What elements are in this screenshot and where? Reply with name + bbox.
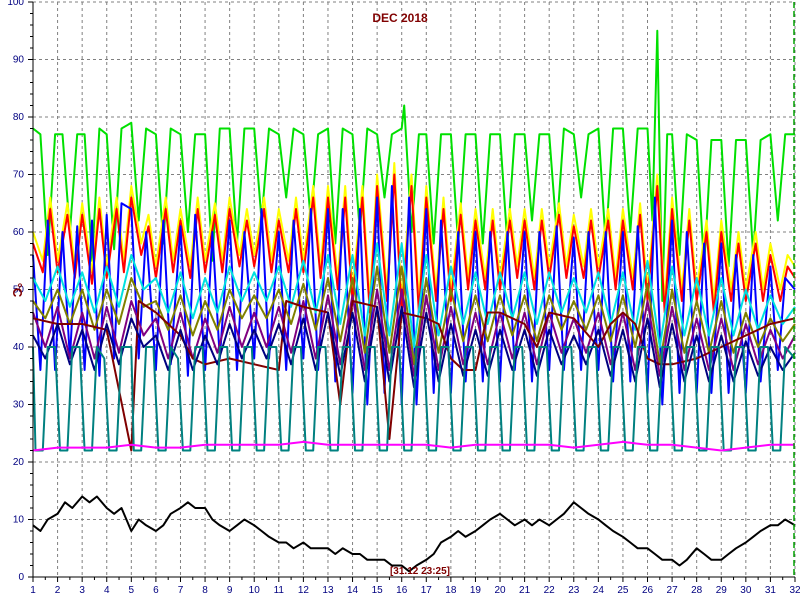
- x-tick-label: 7: [178, 585, 184, 596]
- x-tick-label: 4: [104, 585, 110, 596]
- x-tick-label: 26: [642, 585, 654, 596]
- series-line-6: [32, 265, 796, 366]
- x-tick-label: 3: [79, 585, 85, 596]
- x-tick-label: 28: [691, 585, 703, 596]
- y-tick-label: 30: [13, 400, 25, 411]
- x-tick-label: 32: [789, 585, 800, 596]
- y-tick-label: 70: [13, 170, 25, 181]
- x-tick-label: 10: [249, 585, 261, 596]
- x-tick-label: 2: [55, 585, 61, 596]
- x-tick-label: 9: [227, 585, 233, 596]
- y-tick-label: 20: [13, 457, 25, 468]
- x-tick-label: 8: [202, 585, 208, 596]
- y-tick-label: 40: [13, 342, 25, 353]
- y-tick-label: 0: [18, 572, 24, 583]
- x-tick-label: 11: [274, 585, 285, 596]
- x-tick-label: 21: [519, 585, 531, 596]
- series-line-3: [32, 173, 796, 314]
- x-tick-label: 22: [544, 585, 556, 596]
- series-group: [32, 29, 796, 573]
- x-tick-label: 30: [740, 585, 752, 596]
- x-tick-label: 19: [470, 585, 482, 596]
- y-tick-label: 100: [7, 0, 24, 8]
- tick-labels: 1 2 3 4 5 6 7 8 9 10 11 12 13 14 15 16 17 18 19 20 21 22 23 24 2…: [7, 0, 800, 596]
- y-tick-label: 60: [13, 227, 25, 238]
- y-tick-label: 50: [13, 285, 25, 296]
- series-line-7: [32, 288, 796, 377]
- x-tick-label: 13: [322, 585, 334, 596]
- x-tick-label: 15: [372, 585, 384, 596]
- series-line-12: [32, 495, 796, 573]
- series-line-1: [32, 29, 795, 302]
- x-tick-label: 17: [421, 585, 433, 596]
- x-tick-label: 5: [129, 585, 135, 596]
- x-tick-label: 29: [716, 585, 728, 596]
- x-tick-label: 14: [347, 585, 359, 596]
- x-tick-label: 18: [445, 585, 457, 596]
- y-tick-label: 90: [13, 55, 25, 66]
- axes: [28, 1, 796, 582]
- x-tick-label: 23: [568, 585, 580, 596]
- y-tick-label: 10: [13, 515, 25, 526]
- y-tick-label: 80: [13, 112, 25, 123]
- y-axis-label: °C: [10, 283, 25, 298]
- x-tick-label: 20: [494, 585, 506, 596]
- x-tick-label: 24: [593, 585, 605, 596]
- x-tick-label: 12: [298, 585, 310, 596]
- series-line-11: [32, 440, 795, 452]
- series-line-5: [32, 242, 796, 348]
- x-tick-label: 25: [617, 585, 629, 596]
- x-tick-label: 6: [153, 585, 159, 596]
- x-tick-label: 27: [667, 585, 679, 596]
- x-tick-label: 16: [396, 585, 408, 596]
- series-line-10: [32, 346, 796, 452]
- timestamp-readout: [31.12 23:25]: [390, 566, 450, 577]
- x-tick-label: 31: [765, 585, 777, 596]
- x-tick-label: 1: [30, 585, 36, 596]
- chart-title: DEC 2018: [372, 11, 428, 25]
